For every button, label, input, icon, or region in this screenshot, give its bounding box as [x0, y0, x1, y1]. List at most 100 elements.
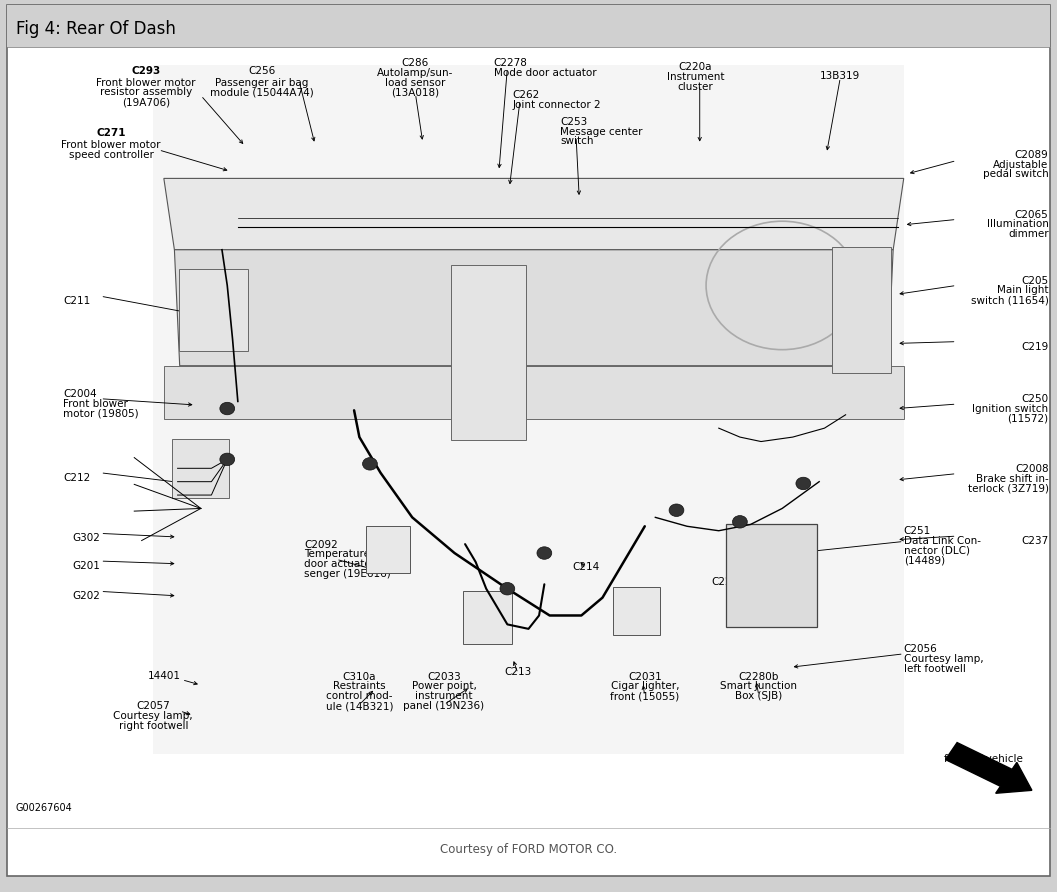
- Text: 14401: 14401: [147, 671, 181, 681]
- Text: front (15055): front (15055): [610, 691, 680, 701]
- Text: cluster: cluster: [678, 82, 713, 92]
- Text: 13B319: 13B319: [820, 71, 860, 81]
- Circle shape: [363, 458, 377, 470]
- Text: nector (DLC): nector (DLC): [904, 546, 969, 556]
- Text: C2280b: C2280b: [739, 672, 779, 681]
- FancyBboxPatch shape: [179, 269, 248, 351]
- Text: switch (11654): switch (11654): [970, 295, 1049, 305]
- FancyBboxPatch shape: [726, 524, 817, 627]
- FancyBboxPatch shape: [172, 439, 229, 498]
- Text: C2056: C2056: [904, 644, 938, 654]
- Text: C2092: C2092: [304, 540, 338, 549]
- FancyArrow shape: [946, 742, 1032, 793]
- Text: (13A018): (13A018): [391, 87, 440, 97]
- Text: Passenger air bag: Passenger air bag: [216, 78, 309, 87]
- Text: C2280a: C2280a: [711, 577, 752, 587]
- FancyBboxPatch shape: [153, 65, 904, 754]
- Text: Courtesy lamp,: Courtesy lamp,: [904, 654, 983, 664]
- Text: C237: C237: [1021, 536, 1049, 546]
- Text: C213: C213: [504, 667, 532, 677]
- Text: C2278: C2278: [494, 58, 527, 68]
- Text: C2065: C2065: [1015, 210, 1049, 219]
- Text: motor (19805): motor (19805): [63, 409, 140, 418]
- Circle shape: [500, 582, 515, 595]
- Text: C2031: C2031: [628, 672, 662, 681]
- FancyBboxPatch shape: [7, 5, 1050, 876]
- Text: control mod-: control mod-: [327, 691, 392, 701]
- Text: (14489): (14489): [904, 556, 945, 566]
- Text: C310a: C310a: [342, 672, 376, 681]
- Text: Front blower motor: Front blower motor: [61, 140, 161, 150]
- Text: Main light: Main light: [997, 285, 1049, 295]
- Text: C219: C219: [1021, 342, 1049, 351]
- FancyBboxPatch shape: [451, 265, 526, 440]
- Text: C262: C262: [513, 90, 540, 100]
- Text: front of vehicle: front of vehicle: [944, 754, 1022, 764]
- Text: Power point,: Power point,: [411, 681, 477, 691]
- Text: G202: G202: [72, 591, 99, 601]
- Circle shape: [220, 453, 235, 466]
- Text: Data Link Con-: Data Link Con-: [904, 536, 981, 546]
- Text: dimmer: dimmer: [1008, 229, 1049, 239]
- Circle shape: [537, 547, 552, 559]
- Text: senger (19E616): senger (19E616): [304, 569, 391, 579]
- Text: C2033: C2033: [427, 672, 461, 681]
- Text: right footwell: right footwell: [118, 721, 188, 731]
- Text: pedal switch: pedal switch: [983, 169, 1049, 179]
- Text: Box (SJB): Box (SJB): [736, 691, 782, 701]
- Text: C2008: C2008: [1015, 464, 1049, 474]
- FancyBboxPatch shape: [366, 526, 410, 573]
- Text: resistor assembly: resistor assembly: [99, 87, 192, 97]
- Text: Autolamp/sun-: Autolamp/sun-: [377, 68, 453, 78]
- Text: C250: C250: [1021, 394, 1049, 404]
- Circle shape: [796, 477, 811, 490]
- Polygon shape: [164, 366, 904, 419]
- Text: C293: C293: [131, 66, 161, 76]
- Text: C2089: C2089: [1015, 150, 1049, 160]
- Text: speed controller: speed controller: [69, 150, 153, 160]
- Text: Front blower: Front blower: [63, 399, 128, 409]
- Text: Courtesy of FORD MOTOR CO.: Courtesy of FORD MOTOR CO.: [440, 843, 617, 855]
- Text: C271: C271: [96, 128, 126, 138]
- Text: door actuator, pas-: door actuator, pas-: [304, 559, 405, 569]
- Text: left footwell: left footwell: [904, 664, 966, 673]
- Text: C256: C256: [248, 66, 276, 76]
- FancyBboxPatch shape: [463, 591, 512, 644]
- FancyBboxPatch shape: [832, 247, 891, 373]
- Text: panel (19N236): panel (19N236): [404, 701, 484, 711]
- Text: (11572): (11572): [1007, 414, 1049, 424]
- Text: Smart Junction: Smart Junction: [721, 681, 797, 691]
- Text: C214: C214: [572, 562, 599, 572]
- Text: Courtesy lamp,: Courtesy lamp,: [113, 711, 193, 721]
- Text: C286: C286: [402, 58, 429, 68]
- Text: Ignition switch: Ignition switch: [972, 404, 1049, 414]
- Circle shape: [220, 402, 235, 415]
- Polygon shape: [174, 250, 893, 366]
- Text: Illumination: Illumination: [986, 219, 1049, 229]
- Circle shape: [733, 516, 747, 528]
- FancyBboxPatch shape: [7, 5, 1050, 47]
- Text: Mode door actuator: Mode door actuator: [494, 68, 596, 78]
- Text: instrument: instrument: [415, 691, 472, 701]
- Text: C220a: C220a: [679, 62, 712, 72]
- Text: Instrument: Instrument: [667, 72, 724, 82]
- Text: Adjustable: Adjustable: [994, 160, 1049, 169]
- Text: C211: C211: [63, 296, 91, 306]
- Circle shape: [669, 504, 684, 516]
- Text: Temperature blend: Temperature blend: [304, 549, 403, 559]
- Text: C253: C253: [560, 117, 588, 127]
- Text: Fig 4: Rear Of Dash: Fig 4: Rear Of Dash: [16, 20, 175, 37]
- Text: terlock (3Z719): terlock (3Z719): [967, 483, 1049, 493]
- Text: Brake shift in-: Brake shift in-: [976, 474, 1049, 483]
- Text: ule (14B321): ule (14B321): [326, 701, 393, 711]
- Text: switch: switch: [560, 136, 594, 146]
- Text: Front blower motor: Front blower motor: [96, 78, 196, 87]
- Text: Restraints: Restraints: [333, 681, 386, 691]
- Text: Joint connector 2: Joint connector 2: [513, 100, 601, 110]
- Text: C2057: C2057: [136, 701, 170, 711]
- Text: module (15044A74): module (15044A74): [210, 87, 314, 97]
- Text: C205: C205: [1021, 276, 1049, 285]
- Text: Cigar lighter,: Cigar lighter,: [611, 681, 679, 691]
- FancyBboxPatch shape: [613, 587, 660, 635]
- Text: (19A706): (19A706): [122, 97, 170, 107]
